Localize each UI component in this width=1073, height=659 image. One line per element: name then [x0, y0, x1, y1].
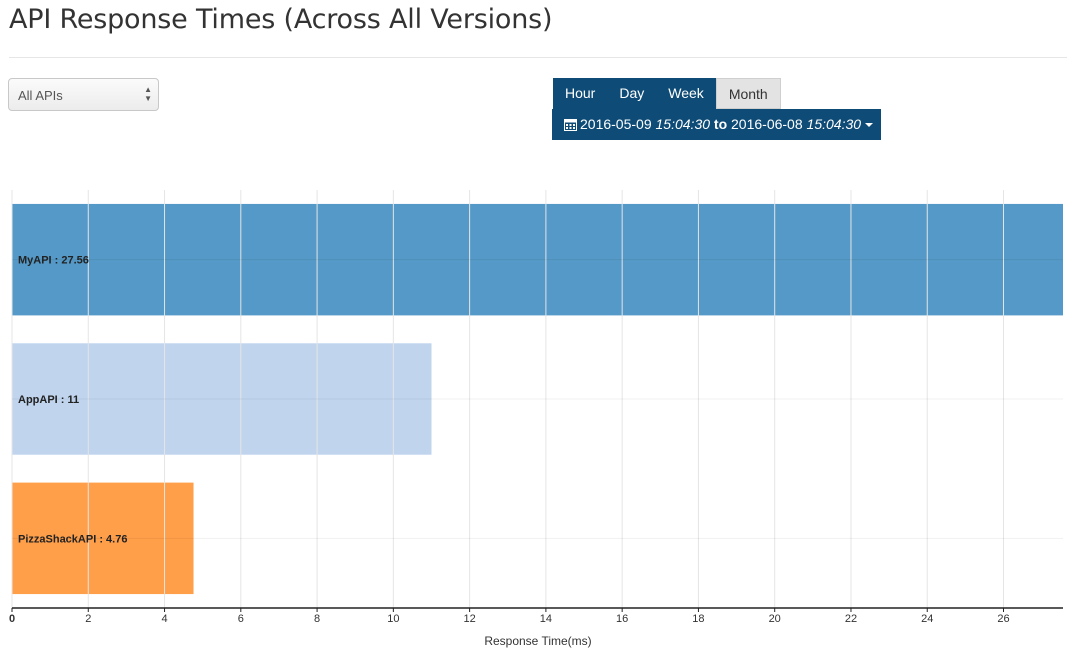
x-tick-label-8: 16 [616, 613, 628, 625]
title-divider [9, 57, 1067, 58]
date-separator: to [714, 116, 727, 132]
x-tick-label-12: 24 [921, 613, 933, 625]
range-hour-button[interactable]: Hour [553, 78, 607, 109]
range-day-button[interactable]: Day [607, 78, 656, 109]
select-arrows-icon: ▲ ▼ [144, 85, 152, 103]
time-to: 15:04:30 [807, 116, 862, 132]
x-tick-label-5: 10 [387, 613, 399, 625]
api-select-value: All APIs [18, 88, 63, 103]
calendar-icon [564, 111, 577, 142]
bar-label-appapi: AppAPI : 11 [18, 394, 79, 406]
x-tick-label-0: 0 [9, 613, 15, 625]
x-tick-label-6: 12 [463, 613, 475, 625]
range-month-button[interactable]: Month [716, 78, 781, 109]
x-tick-label-11: 22 [845, 613, 857, 625]
x-tick-label-3: 6 [238, 613, 244, 625]
x-axis-label: Response Time(ms) [484, 634, 591, 648]
response-time-chart: MyAPI : 27.56 AppAPI : 11 PizzaShackAPI : … [0, 180, 1073, 659]
x-axis: 0 2 4 6 8 10 12 14 16 18 20 22 24 26 [9, 608, 1063, 625]
bar-label-myapi: MyAPI : 27.56 [18, 255, 89, 267]
api-select[interactable]: All APIs ▲ ▼ [8, 78, 159, 111]
time-from: 15:04:30 [656, 116, 711, 132]
x-tick-label-9: 18 [692, 613, 704, 625]
x-tick-label-2: 4 [161, 613, 167, 625]
page-title: API Response Times (Across All Versions) [9, 4, 552, 35]
date-from: 2016-05-09 [580, 116, 652, 132]
x-tick-label-1: 2 [85, 613, 91, 625]
date-to: 2016-06-08 [731, 116, 803, 132]
date-range-picker[interactable]: 2016-05-09 15:04:30 to 2016-06-08 15:04:… [552, 109, 881, 140]
x-tick-label-10: 20 [769, 613, 781, 625]
bar-label-pizzashackapi: PizzaShackAPI : 4.76 [18, 533, 127, 545]
x-tick-label-4: 8 [314, 613, 320, 625]
range-week-button[interactable]: Week [656, 78, 716, 109]
caret-down-icon [865, 123, 873, 127]
x-tick-label-7: 14 [540, 613, 552, 625]
x-tick-label-13: 26 [997, 613, 1009, 625]
time-range-buttons: Hour Day Week Month [553, 78, 781, 109]
